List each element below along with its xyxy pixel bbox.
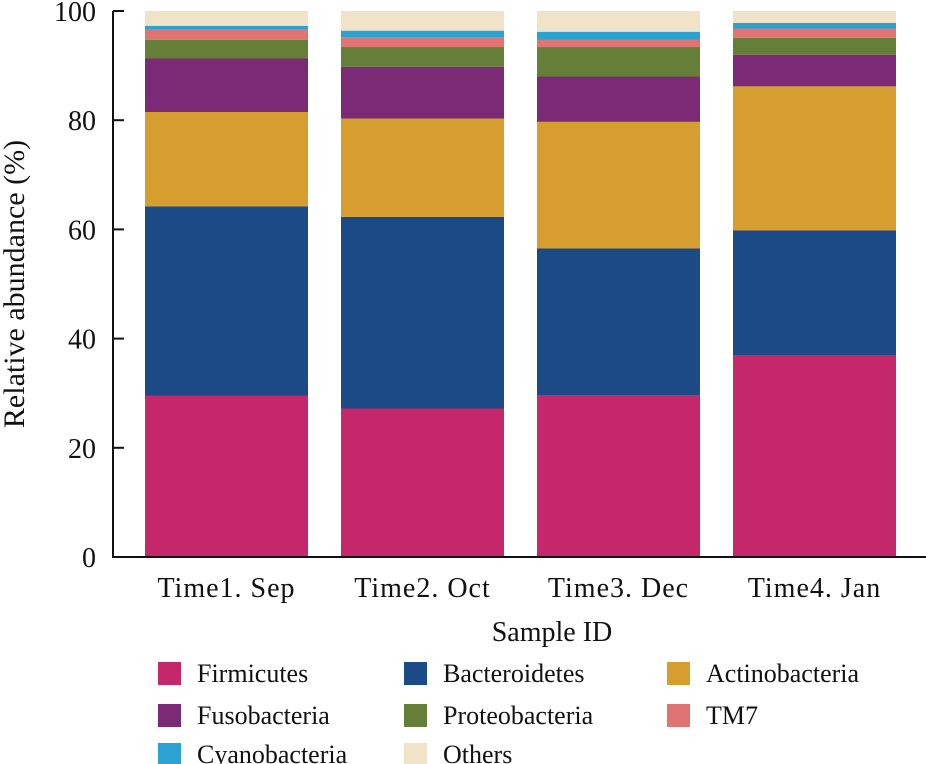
bar-firmicutes-4 <box>733 354 896 557</box>
y-tick-label: 40 <box>68 325 96 356</box>
legend-item-cyanobacteria: Cyanobacteria <box>158 740 348 764</box>
legend-label: Bacteroidetes <box>443 659 585 688</box>
bar-actinobacteria-2 <box>341 118 504 217</box>
legend-swatch <box>158 743 181 764</box>
bar-actinobacteria-3 <box>537 121 700 249</box>
bar-fusobacteria-4 <box>733 54 896 87</box>
legend-label: TM7 <box>706 701 758 730</box>
x-ticks-layer: Time1. Sep Time2. Oct Time3. Dec Time4. Jan <box>157 573 881 604</box>
bar-bacteroidetes-1 <box>145 206 308 396</box>
bar-cyanobacteria-4 <box>733 23 896 29</box>
legend-label: Cyanobacteria <box>197 740 348 764</box>
legend-label: Fusobacteria <box>197 701 330 730</box>
bar-bacteroidetes-2 <box>341 216 504 409</box>
bar-proteobacteria-3 <box>537 47 700 77</box>
y-tick-label: 100 <box>54 0 96 28</box>
bar-proteobacteria-1 <box>145 39 308 59</box>
legend-swatch <box>667 662 690 685</box>
bar-others-4 <box>733 11 896 24</box>
bar-cyanobacteria-3 <box>537 31 700 40</box>
legend-item-bacteroidetes: Bacteroidetes <box>404 659 585 688</box>
legend-swatch <box>667 704 690 727</box>
bar-firmicutes-1 <box>145 395 308 557</box>
bar-tm7-4 <box>733 28 896 38</box>
bar-bacteroidetes-4 <box>733 230 896 355</box>
bar-firmicutes-3 <box>537 395 700 557</box>
legend-item-others: Others <box>404 740 512 764</box>
bar-cyanobacteria-2 <box>341 30 504 38</box>
legend: Firmicutes Bacteroidetes Actinobacteria Fus… <box>158 659 859 764</box>
y-tick-label: 0 <box>82 543 96 574</box>
bar-actinobacteria-4 <box>733 86 896 231</box>
legend-item-tm7: TM7 <box>667 701 758 730</box>
y-tick-label: 80 <box>68 106 96 137</box>
y-tick-label: 60 <box>68 215 96 246</box>
legend-item-actinobacteria: Actinobacteria <box>667 659 859 688</box>
bar-others-3 <box>537 11 700 32</box>
legend-swatch <box>404 743 427 764</box>
legend-swatch <box>404 662 427 685</box>
legend-swatch <box>158 662 181 685</box>
x-axis-title: Sample ID <box>492 617 613 648</box>
bar-tm7-2 <box>341 37 504 48</box>
legend-label: Actinobacteria <box>706 659 859 688</box>
bar-tm7-1 <box>145 29 308 40</box>
y-axis-title: Relative abundance (%) <box>0 140 31 428</box>
y-tick-label: 20 <box>68 434 96 465</box>
bar-proteobacteria-4 <box>733 37 896 55</box>
bar-fusobacteria-2 <box>341 66 504 119</box>
bar-proteobacteria-2 <box>341 47 504 67</box>
bar-others-1 <box>145 11 308 26</box>
bars-layer <box>145 11 896 557</box>
bar-actinobacteria-1 <box>145 112 308 207</box>
x-tick-label: Time1. Sep <box>157 573 295 604</box>
legend-item-proteobacteria: Proteobacteria <box>404 701 594 730</box>
bar-tm7-3 <box>537 39 700 48</box>
legend-swatch <box>404 704 427 727</box>
legend-item-firmicutes: Firmicutes <box>158 659 308 688</box>
bar-firmicutes-2 <box>341 408 504 557</box>
bar-others-2 <box>341 11 504 31</box>
bar-bacteroidetes-3 <box>537 248 700 396</box>
x-tick-label: Time3. Dec <box>548 573 689 604</box>
axes-layer <box>112 11 926 558</box>
legend-label: Proteobacteria <box>443 701 594 730</box>
x-tick-label: Time2. Oct <box>354 573 491 604</box>
legend-label: Others <box>443 740 512 764</box>
legend-swatch <box>158 704 181 727</box>
y-ticks-layer: 0 20 40 60 80 100 <box>54 0 124 574</box>
legend-item-fusobacteria: Fusobacteria <box>158 701 330 730</box>
x-tick-label: Time4. Jan <box>748 573 881 604</box>
bar-cyanobacteria-1 <box>145 25 308 30</box>
bar-fusobacteria-1 <box>145 58 308 113</box>
bar-fusobacteria-3 <box>537 76 700 122</box>
legend-label: Firmicutes <box>197 659 308 688</box>
